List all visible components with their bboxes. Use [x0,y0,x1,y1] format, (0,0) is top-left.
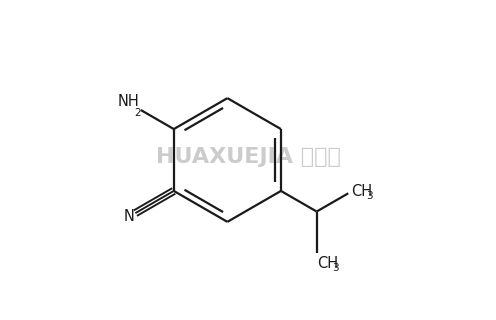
Text: N: N [124,209,135,224]
Text: HUAXUEJIA 化学加: HUAXUEJIA 化学加 [156,147,340,167]
Text: CH: CH [317,256,339,271]
Text: 3: 3 [332,263,339,273]
Text: NH: NH [118,94,139,109]
Text: 3: 3 [366,191,372,202]
Text: CH: CH [351,184,372,199]
Text: 2: 2 [134,108,141,118]
